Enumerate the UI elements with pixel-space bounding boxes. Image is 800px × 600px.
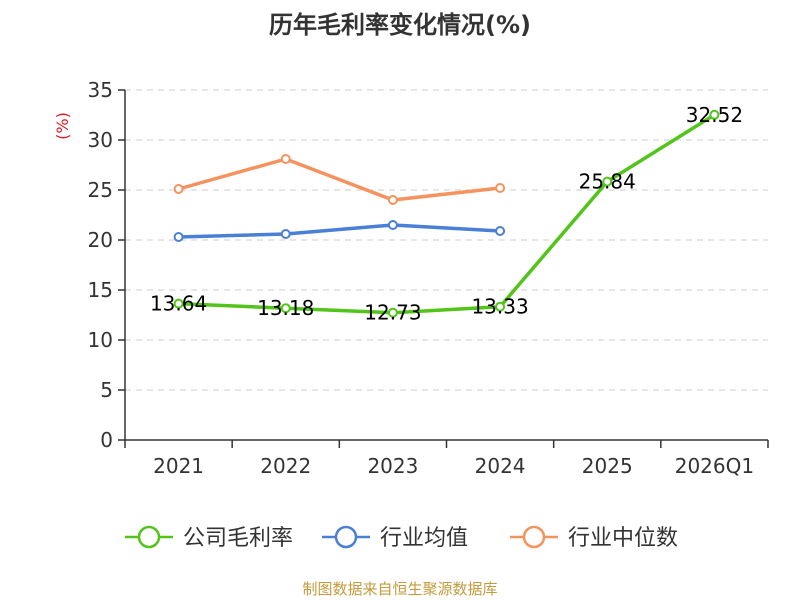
legend-marker-1 [334, 525, 358, 549]
source-note: 制图数据来自恒生聚源数据库 [302, 580, 497, 598]
legend: 公司毛利率 行业均值 行业中位数 [125, 525, 678, 551]
x-tick-label: 2024 [475, 454, 526, 478]
data-point [602, 176, 613, 187]
data-point [173, 184, 184, 194]
data-point [387, 220, 398, 230]
legend-marker-2 [522, 525, 546, 549]
y-tick-label: 5 [100, 378, 113, 402]
data-point [173, 232, 184, 242]
y-tick-label: 0 [100, 428, 113, 452]
data-label: 13.33 [471, 295, 528, 319]
data-label: 13.18 [257, 296, 314, 320]
data-label: 13.64 [150, 292, 207, 316]
legend-label-0: 公司毛利率 [183, 526, 293, 551]
data-point [495, 226, 506, 236]
chart-title: 历年毛利率变化情况(%) [269, 11, 531, 39]
y-tick-label: 20 [88, 228, 113, 252]
data-label: 12.73 [364, 301, 421, 325]
series-lines [173, 109, 720, 318]
y-tick-label: 25 [88, 178, 113, 202]
data-point [387, 195, 398, 205]
data-point [387, 307, 398, 318]
x-tick-label: 2023 [367, 454, 418, 478]
data-point [495, 183, 506, 193]
y-tick-label: 30 [88, 128, 113, 152]
y-tick-label: 15 [88, 278, 113, 302]
series-line-0 [178, 113, 716, 315]
legend-marker-0 [137, 525, 161, 549]
x-tick-label: 2026Q1 [675, 454, 754, 478]
y-tick-label: 35 [88, 78, 113, 102]
gridlines [125, 89, 768, 391]
series-line-2 [178, 157, 501, 202]
x-tick-label: 2022 [260, 454, 311, 478]
data-point [495, 301, 506, 312]
data-point [280, 154, 291, 164]
data-point [280, 229, 291, 239]
data-point [280, 303, 291, 314]
y-tick-label: 10 [88, 328, 113, 352]
data-point [173, 298, 184, 309]
legend-label-1: 行业均值 [380, 526, 468, 551]
legend-label-2: 行业中位数 [568, 526, 678, 551]
data-label: 25.84 [579, 170, 636, 194]
x-tick-label: 2025 [582, 454, 633, 478]
y-axis-label: (%) [53, 112, 72, 140]
series-line-1 [178, 223, 501, 239]
data-point [709, 109, 720, 120]
data-label: 32.52 [686, 103, 743, 127]
x-tick-label: 2021 [153, 454, 204, 478]
data-labels: 13.64 13.18 12.73 13.33 25.84 32.52 [150, 103, 743, 325]
